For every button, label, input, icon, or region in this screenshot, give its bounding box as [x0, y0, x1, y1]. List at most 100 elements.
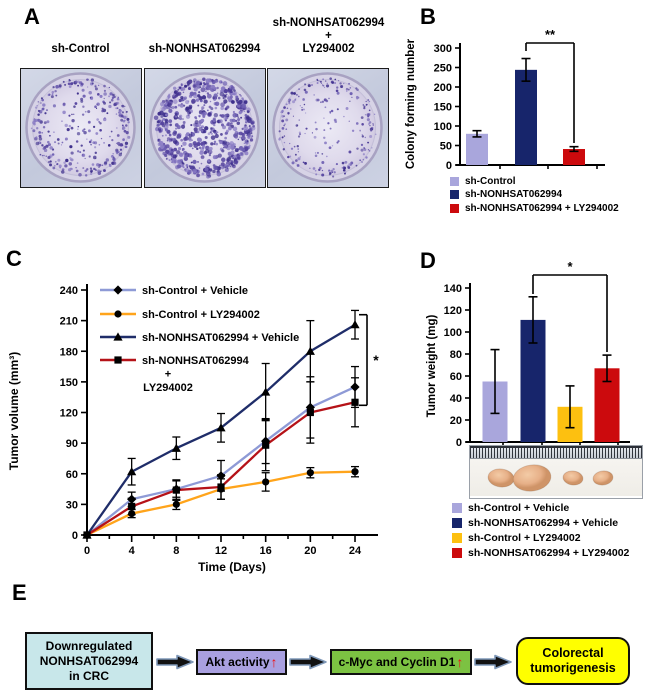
colony-dot — [348, 150, 352, 154]
colony-dot — [216, 92, 219, 94]
colony-dot — [202, 77, 206, 81]
colony-dot — [103, 92, 107, 96]
colony-dot — [184, 84, 188, 88]
colony-dot — [303, 88, 307, 92]
colony-dot — [365, 156, 368, 159]
colony-dot — [39, 153, 42, 156]
colony-dot — [93, 167, 96, 171]
colony-dot — [232, 110, 235, 114]
colony-dot — [316, 151, 320, 155]
colony-dot — [190, 131, 193, 134]
flow-box-text-line: tumorigenesis — [530, 661, 616, 675]
colony-dot — [186, 166, 189, 168]
colony-dot — [220, 114, 225, 118]
legend-item: sh-NONHSAT062994 + LY294002 — [452, 546, 629, 560]
colony-dot — [235, 136, 238, 139]
colony-dot — [191, 147, 194, 150]
colony-dot — [198, 167, 201, 169]
colony-dot — [90, 139, 93, 142]
colony-dot — [244, 146, 249, 152]
colony-dot — [193, 82, 196, 85]
colony-dot — [204, 135, 208, 140]
colony-dot — [368, 100, 371, 103]
colony-dot — [171, 105, 175, 110]
colony-dot — [355, 122, 359, 125]
colony-dot — [356, 147, 359, 150]
colony-dot — [362, 153, 365, 156]
x-tick-label: 24 — [349, 545, 362, 557]
colony-dot — [292, 100, 296, 104]
colony-dot — [167, 94, 171, 99]
colony-dot — [249, 138, 254, 142]
colony-dot — [327, 122, 330, 125]
flow-box-text: c-Myc and Cyclin D1 — [338, 655, 456, 669]
colony-dot — [329, 171, 331, 174]
colony-dot — [283, 115, 285, 117]
colony-dot — [336, 141, 339, 144]
colony-dot — [160, 144, 165, 150]
tumor-specimen-photo — [469, 445, 643, 499]
colony-dot — [173, 93, 176, 96]
legend-label: sh-NONHSAT062994 + Vehicle — [468, 517, 619, 529]
colony-dot — [226, 157, 232, 162]
colony-dot — [295, 93, 298, 96]
colony-dot — [118, 151, 121, 153]
block-arrow — [289, 654, 327, 670]
y-axis-title: Tumor weight (mg) — [426, 315, 438, 418]
dish-label-sh-nonhsat: sh-NONHSAT062994 — [142, 43, 267, 56]
colony-dot — [182, 91, 185, 94]
colony-dot — [241, 147, 245, 152]
colony-dot — [124, 145, 128, 149]
colony-dot — [178, 98, 182, 103]
legend-label-wrap: LY294002 — [143, 382, 193, 394]
colony-dot — [241, 139, 244, 141]
colony-dot — [168, 159, 171, 162]
tumor-specimen — [592, 470, 614, 486]
colony-dot — [179, 117, 183, 121]
colony-dot — [189, 91, 195, 97]
colony-dot — [41, 144, 44, 147]
colony-dot — [296, 124, 299, 126]
colony-dot — [80, 144, 83, 147]
colony-dot — [37, 118, 41, 123]
colony-dot — [343, 82, 345, 85]
colony-dot — [203, 99, 208, 104]
colony-dot — [88, 155, 91, 158]
colony-dot — [113, 161, 117, 165]
y-tick-label: 150 — [434, 102, 452, 114]
colony-dot — [330, 169, 334, 173]
colony-dot — [251, 135, 254, 138]
colony-dot — [240, 116, 243, 119]
colony-dot — [226, 117, 229, 120]
colony-dot — [68, 124, 72, 128]
colony-dot — [200, 87, 206, 93]
colony-dot — [67, 82, 71, 86]
colony-dot — [156, 123, 160, 127]
dish-label-sh-nonhsat-ly: sh-NONHSAT062994 + LY294002 — [265, 17, 392, 56]
colony-dot — [362, 104, 365, 106]
colony-dot — [32, 120, 36, 125]
colony-dot — [315, 127, 318, 131]
colony-dot — [239, 93, 241, 96]
colony-dot — [183, 123, 186, 126]
colony-dot — [99, 94, 103, 98]
legend-label: sh-Control + LY294002 — [142, 309, 260, 321]
colony-dot — [169, 151, 171, 153]
colony-dot — [343, 115, 345, 118]
colony-dot — [192, 141, 197, 146]
colony-dot — [241, 97, 244, 100]
x-tick-label: 8 — [173, 545, 179, 557]
colony-dot — [299, 156, 301, 158]
colony-dot — [203, 104, 206, 107]
marker-square — [306, 408, 314, 417]
colony-dot — [101, 107, 104, 110]
marker-triangle — [305, 346, 315, 355]
colony-dot — [198, 146, 202, 150]
colony-dot — [36, 127, 39, 130]
colony-dot — [49, 160, 52, 163]
colony-dot — [214, 133, 219, 139]
colony-dot — [314, 121, 317, 124]
tumor-specimen — [487, 468, 515, 488]
colony-dot — [180, 138, 184, 142]
colony-dot — [212, 169, 216, 174]
